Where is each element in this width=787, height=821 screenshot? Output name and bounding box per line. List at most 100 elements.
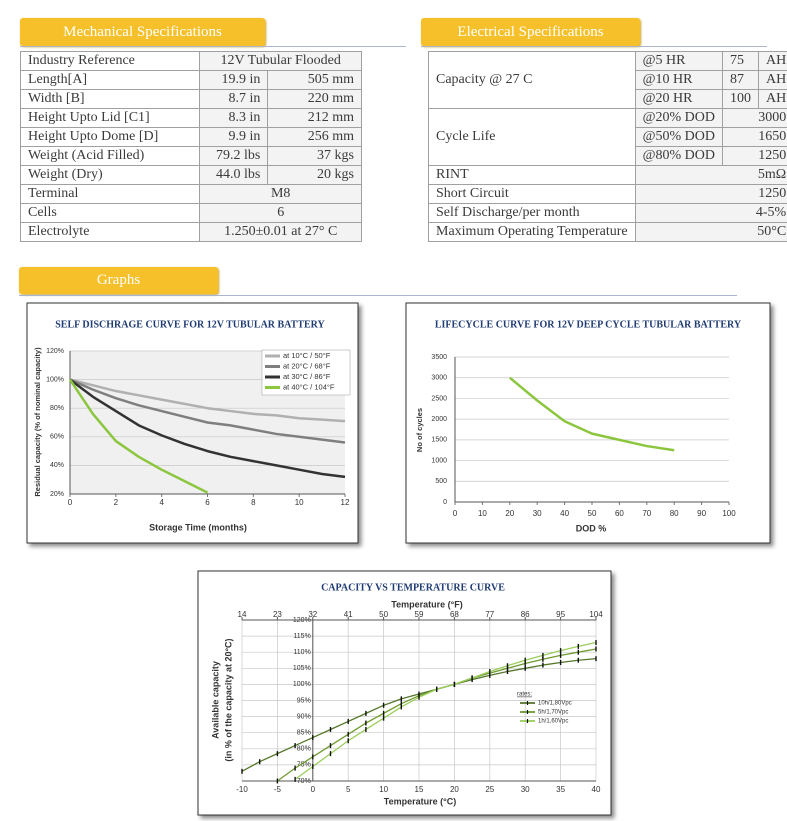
cell: 4-5% [634, 203, 787, 223]
section-rule [19, 295, 737, 296]
x2-tick-label: 32 [308, 610, 317, 619]
series-line [68, 378, 209, 494]
cell: Cycle Life [428, 108, 636, 166]
cell: 6 [199, 203, 362, 223]
x-tick-label: 2 [114, 498, 119, 507]
cell: Length[A] [19, 70, 201, 90]
x2-tick-label: 50 [379, 610, 388, 619]
cell: 5mΩ [634, 165, 787, 185]
cell: Cells [19, 203, 201, 223]
y-tick-label: 110% [293, 649, 310, 656]
legend-label: 5h/1,70Vpc [538, 710, 568, 716]
cell: 100 [721, 89, 759, 109]
x2-tick-label: 104 [589, 610, 603, 619]
cell: 8.3 in [199, 108, 269, 128]
x2-tick-label: 68 [450, 610, 459, 619]
y-tick-label: 100% [46, 376, 64, 383]
legend-title: rates: [517, 692, 532, 698]
x2-tick-label: 86 [521, 610, 530, 619]
x-tick-label: 20 [505, 509, 514, 518]
y-tick-label: 120% [293, 617, 311, 624]
x2-tick-label: 41 [344, 610, 353, 619]
cell: AH [757, 89, 787, 109]
cell: Weight (Dry) [19, 165, 201, 185]
cell: 1250 [721, 146, 787, 166]
cell: Industry Reference [19, 51, 201, 71]
cell: 44.0 lbs [199, 165, 269, 185]
legend-label: at 10°C / 50°F [283, 351, 331, 360]
series-line [241, 657, 597, 772]
cell: 19.9 in [199, 70, 269, 90]
x-tick-label: 25 [485, 785, 494, 794]
cell: 212 mm [267, 108, 362, 128]
cell: 12V Tubular Flooded [199, 51, 362, 71]
x2-tick-label: 14 [238, 610, 247, 619]
legend-box [261, 349, 351, 396]
cell: 79.2 lbs [199, 146, 269, 166]
x-tick-label: 8 [251, 498, 256, 507]
x-tick-label: 40 [592, 785, 601, 794]
section-rule [20, 46, 406, 47]
y-tick-label: 95% [297, 697, 311, 704]
x-tick-label: 6 [205, 498, 210, 507]
x-tick-label: -5 [274, 785, 282, 794]
x-tick-label: 80 [670, 509, 679, 518]
cell: @10 HR [634, 70, 723, 90]
y-tick-label: 0 [443, 499, 447, 506]
section-tab: Electrical Specifications [421, 18, 640, 46]
cell: Capacity @ 27 C [428, 51, 636, 109]
y-tick-label: 80% [50, 405, 64, 412]
cell: Short Circuit [428, 184, 636, 204]
x2-tick-label: 95 [556, 610, 565, 619]
x-axis-label: Storage Time (months) [149, 522, 247, 532]
y-axis-label: Residual capacity (% of nominal capacity… [33, 347, 42, 497]
series-line [294, 641, 597, 780]
y-tick-label: 1500 [431, 437, 447, 444]
series-line [277, 648, 597, 782]
y-tick-label: 80% [297, 746, 311, 753]
cell: 1.250±0.01 at 27° C [199, 222, 362, 242]
cell: AH [757, 51, 787, 71]
x-tick-label: 10 [379, 785, 388, 794]
chart-title: LIFECYCLE CURVE FOR 12V DEEP CYCLE TUBUL… [435, 319, 742, 330]
y-axis-label: (in % of the capacity at 20°C) [223, 638, 233, 761]
section-rule [421, 46, 767, 47]
chart-title: CAPACITY VS TEMPERATURE CURVE [321, 582, 505, 593]
cell: @80% DOD [634, 146, 723, 166]
y-tick-label: 40% [50, 462, 64, 469]
cell: Self Discharge/per month [428, 203, 636, 223]
y-tick-label: 100% [293, 681, 311, 688]
x2-tick-label: 77 [485, 610, 494, 619]
series-line [69, 378, 346, 444]
y-tick-label: 1000 [431, 457, 447, 464]
x-axis-label: DOD % [576, 523, 607, 533]
y-tick-label: 90% [297, 713, 311, 720]
x-tick-label: 30 [533, 509, 542, 518]
cell: AH [757, 70, 787, 90]
cell: 9.9 in [199, 127, 269, 147]
x-tick-label: 15 [415, 785, 424, 794]
y-tick-label: 60% [50, 434, 64, 441]
cell: Weight (Acid Filled) [19, 146, 201, 166]
mechanical-table: Industry Reference 12V Tubular Flooded Le… [19, 51, 362, 242]
y-axis-label: Available capacity [210, 661, 220, 739]
cell: Electrolyte [19, 222, 201, 242]
x-tick-label: 30 [521, 785, 530, 794]
x-tick-label: 35 [556, 785, 565, 794]
x-tick-label: 0 [68, 498, 73, 507]
legend-label: at 30°C / 86°F [283, 372, 331, 381]
plot-area [70, 351, 345, 494]
x-tick-label: 10 [295, 498, 304, 507]
x-tick-label: 100 [722, 509, 736, 518]
cell: 505 mm [267, 70, 362, 90]
y-tick-label: 75% [297, 762, 311, 769]
cell: Terminal [19, 184, 201, 204]
x2-tick-label: 59 [415, 610, 424, 619]
x-tick-label: 40 [560, 509, 569, 518]
y-tick-label: 2500 [431, 395, 447, 402]
x2-tick-label: 23 [273, 610, 282, 619]
cell: 3000 [721, 108, 787, 128]
x-tick-label: 4 [159, 498, 164, 507]
cell: @20% DOD [634, 108, 723, 128]
